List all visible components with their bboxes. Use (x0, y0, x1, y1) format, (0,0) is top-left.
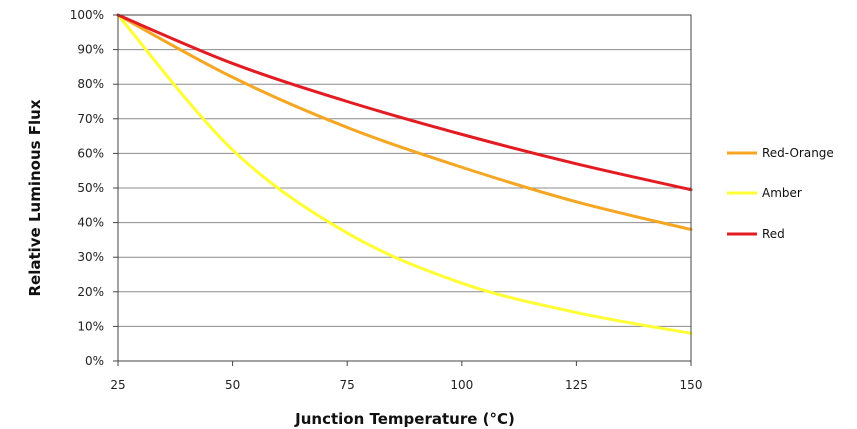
x-tick-label: 125 (565, 378, 588, 392)
series-line-amber (116, 13, 693, 335)
y-tick-label: 100% (70, 8, 104, 22)
x-tick-label: 100 (450, 378, 473, 392)
legend: Red-Orange Amber Red (727, 146, 834, 241)
x-tick-label: 75 (340, 378, 355, 392)
x-tick-label: 25 (110, 378, 125, 392)
legend-label: Red (762, 227, 785, 241)
x-axis-title: Junction Temperature (°C) (294, 410, 515, 428)
legend-label: Red-Orange (762, 146, 834, 160)
grid-lines (118, 49, 691, 327)
y-tick-label: 70% (77, 112, 104, 126)
y-tick-label: 30% (77, 250, 104, 264)
y-tick-label: 0% (85, 354, 104, 368)
series-lines (116, 13, 693, 335)
y-tick-label: 40% (77, 216, 104, 230)
legend-label: Amber (762, 186, 802, 200)
x-tick-label: 50 (225, 378, 240, 392)
y-tick-label: 10% (77, 319, 104, 333)
y-tick-label: 20% (77, 285, 104, 299)
x-tick-label: 150 (680, 378, 703, 392)
y-tick-label: 60% (77, 146, 104, 160)
y-axis-ticks: 0% 10% 20% 30% 40% 50% 60% 70% 80% 90% 100% (70, 8, 118, 368)
y-tick-label: 90% (77, 43, 104, 57)
series-line-red (116, 13, 693, 192)
x-axis-ticks: 25 50 75 100 125 150 (110, 361, 702, 392)
y-tick-label: 50% (77, 181, 104, 195)
y-tick-label: 80% (77, 77, 104, 91)
series-line-red-orange (116, 13, 693, 232)
y-axis-title: Relative Luminous Flux (26, 99, 44, 296)
